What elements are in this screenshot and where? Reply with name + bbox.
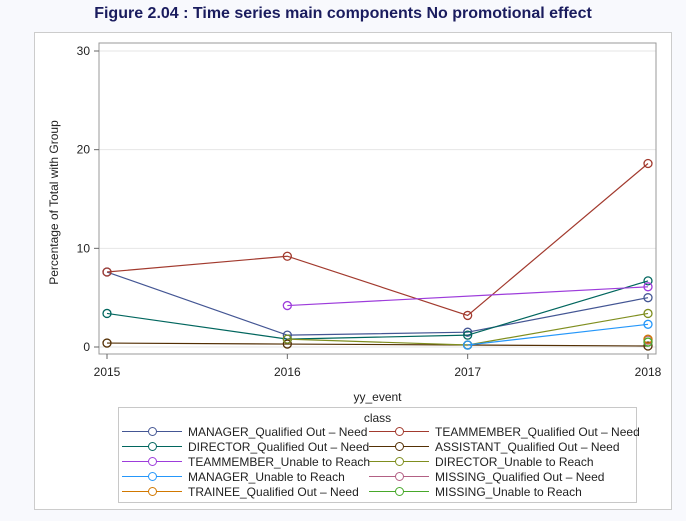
- legend-entry: TRAINEE_Qualified Out – Need: [122, 484, 359, 499]
- data-point: [102, 338, 112, 348]
- data-point: [643, 158, 653, 169]
- series-line: [287, 312, 649, 346]
- data-point: [282, 339, 292, 349]
- legend-label: TEAMMEMBER_Unable to Reach: [188, 454, 371, 469]
- legend-swatch: [369, 441, 429, 452]
- data-point: [102, 308, 112, 319]
- x-tick-label: 2017: [454, 365, 481, 379]
- series-line: [106, 271, 649, 336]
- legend-swatch: [122, 441, 182, 452]
- legend-label: MISSING_Qualified Out – Need: [435, 469, 605, 484]
- data-point: [282, 334, 292, 344]
- legend-label: DIRECTOR_Unable to Reach: [435, 454, 594, 469]
- legend-entry: DIRECTOR_Qualified Out – Need: [122, 439, 369, 454]
- data-point: [643, 337, 653, 347]
- data-point: [463, 327, 473, 337]
- data-point: [643, 319, 653, 329]
- legend-entry: ASSISTANT_Qualified Out – Need: [369, 439, 620, 454]
- series-line: [106, 280, 649, 340]
- data-point: [643, 276, 653, 286]
- x-tick-label: 2018: [635, 365, 662, 379]
- y-tick-label: 0: [83, 340, 90, 354]
- legend-entry: DIRECTOR_Unable to Reach: [369, 454, 594, 469]
- data-point: [463, 340, 473, 350]
- plot-area: [98, 42, 657, 355]
- data-point: [643, 334, 653, 344]
- series-line: [106, 163, 649, 317]
- legend-entry: MANAGER_Unable to Reach: [122, 469, 345, 484]
- legend-swatch: [369, 486, 429, 497]
- y-tick-label: 30: [77, 44, 91, 58]
- data-point: [282, 251, 292, 261]
- legend-entry: MISSING_Qualified Out – Need: [369, 469, 604, 484]
- legend-swatch: [122, 426, 182, 437]
- data-point: [282, 300, 292, 311]
- y-tick-label: 10: [77, 241, 91, 255]
- legend-label: MANAGER_Qualified Out – Need: [188, 424, 368, 439]
- legend-label: DIRECTOR_Qualified Out – Need: [188, 439, 370, 454]
- data-point: [643, 341, 653, 351]
- legend-swatch: [369, 471, 429, 482]
- legend-label: ASSISTANT_Qualified Out – Need: [435, 439, 620, 454]
- legend-label: TRAINEE_Qualified Out – Need: [188, 484, 359, 499]
- data-point: [643, 308, 653, 319]
- legend-label: MISSING_Unable to Reach: [435, 484, 582, 499]
- legend-swatch: [122, 456, 182, 467]
- y-tick-label: 20: [77, 143, 91, 157]
- series-line: [106, 342, 649, 347]
- data-point: [102, 267, 112, 277]
- legend-label: MANAGER_Unable to Reach: [188, 469, 345, 484]
- legend-swatch: [122, 471, 182, 482]
- legend-entry: TEAMMEMBER_Qualified Out – Need: [369, 424, 640, 439]
- data-point: [463, 330, 473, 340]
- legend-entry: TEAMMEMBER_Unable to Reach: [122, 454, 370, 469]
- x-tick-label: 2016: [274, 365, 301, 379]
- legend-label: TEAMMEMBER_Qualified Out – Need: [435, 424, 640, 439]
- legend-title: class: [363, 411, 392, 425]
- y-axis-label: Percentage of Total with Group: [47, 120, 61, 285]
- series-line: [467, 323, 649, 346]
- chart-title: Figure 2.04 : Time series main component…: [94, 5, 592, 22]
- legend-entry: MANAGER_Qualified Out – Need: [122, 424, 367, 439]
- legend-swatch: [122, 486, 182, 497]
- data-point: [643, 282, 653, 292]
- legend: class MANAGER_Qualified Out – Need TEAMME…: [118, 407, 640, 503]
- legend-swatch: [369, 456, 429, 467]
- series-line: [287, 286, 649, 307]
- data-point: [463, 310, 473, 321]
- legend-entry: MISSING_Unable to Reach: [369, 484, 582, 499]
- legend-swatch: [369, 426, 429, 437]
- x-tick-label: 2015: [94, 365, 121, 379]
- data-point: [643, 293, 653, 303]
- x-axis-label: yy_event: [353, 390, 402, 404]
